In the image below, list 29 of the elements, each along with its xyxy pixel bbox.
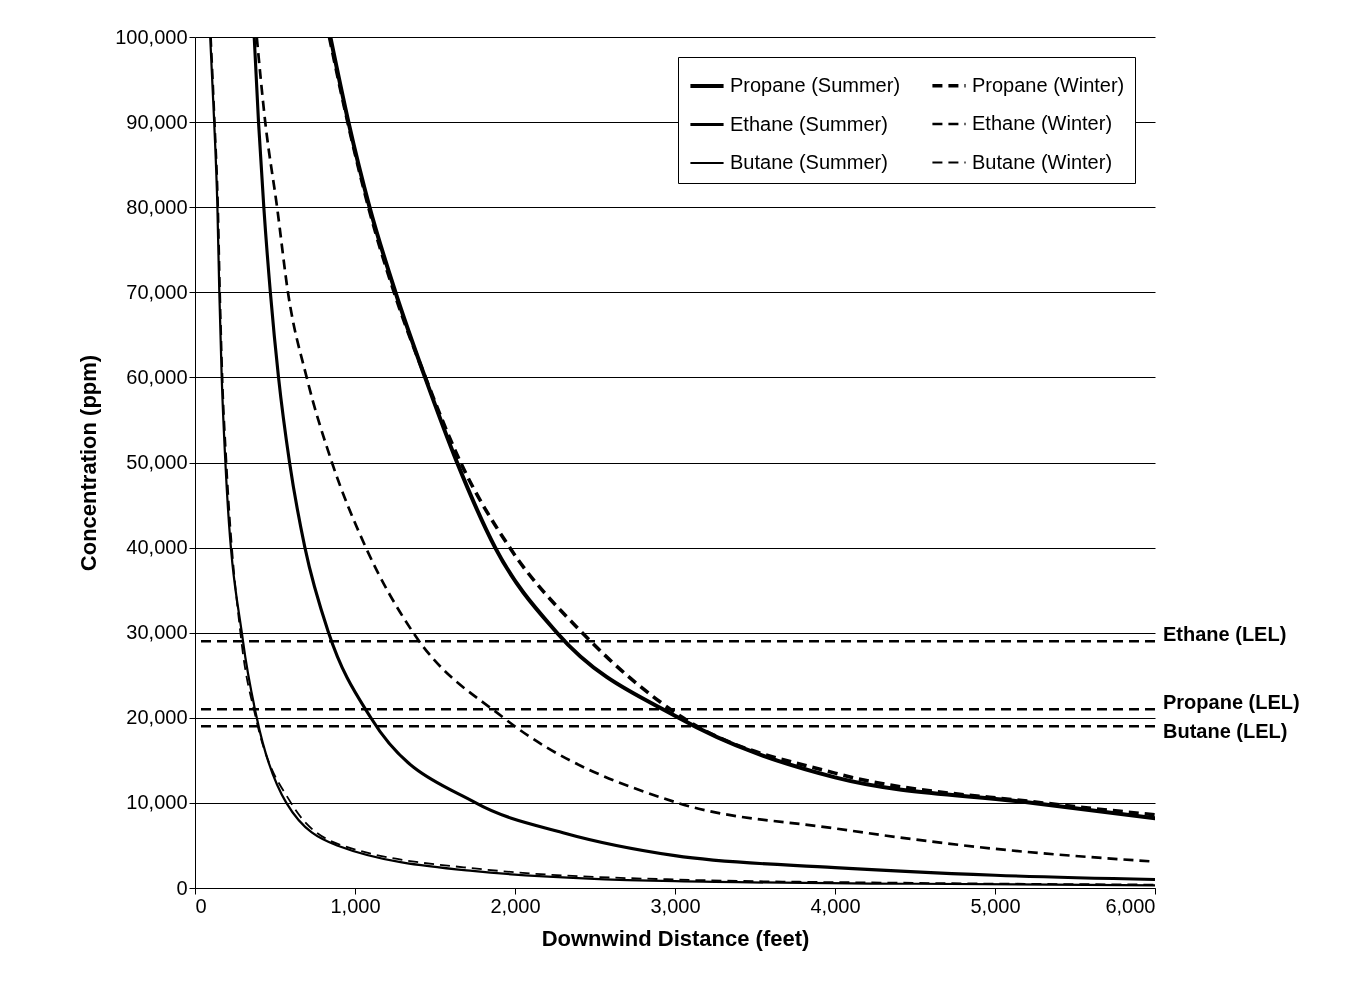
legend-label: Propane (Winter) — [972, 73, 1125, 96]
y-tick-label: 0 — [176, 876, 188, 899]
y-tick-label: 50,000 — [126, 451, 188, 473]
y-axis-title: Concentration (ppm) — [76, 354, 102, 572]
legend-label: Butane (Winter) — [972, 150, 1113, 173]
x-tick-label: 5,000 — [970, 894, 1021, 917]
y-tick-label: 40,000 — [126, 536, 188, 559]
legend-label: Ethane (Winter) — [972, 112, 1113, 134]
x-tick-label: 0 — [195, 894, 207, 917]
y-tick-label: 90,000 — [126, 110, 188, 133]
legend-label: Ethane (Summer) — [730, 112, 888, 135]
ref-line-label: Ethane (LEL) — [1163, 623, 1287, 646]
legend-label: Butane (Summer) — [730, 151, 888, 173]
y-tick-label: 10,000 — [126, 791, 188, 814]
x-tick-label: 2,000 — [490, 894, 541, 917]
x-tick-label: 4,000 — [810, 894, 861, 917]
y-tick-label: 60,000 — [126, 365, 188, 388]
y-tick-label: 30,000 — [126, 621, 188, 644]
legend-label: Propane (Summer) — [730, 74, 901, 96]
ref-line-label: Butane (LEL) — [1163, 720, 1288, 743]
x-axis-title: Downwind Distance (feet) — [541, 925, 810, 951]
x-tick-label: 1,000 — [330, 894, 381, 917]
y-tick-label: 70,000 — [126, 280, 188, 303]
ref-line-label: Propane (LEL) — [1163, 691, 1300, 714]
y-tick-label: 80,000 — [126, 195, 188, 218]
y-tick-label: 100,000 — [115, 25, 188, 48]
x-tick-label: 6,000 — [1105, 894, 1156, 917]
x-tick-label: 3,000 — [650, 894, 701, 917]
y-tick-label: 20,000 — [126, 706, 188, 729]
